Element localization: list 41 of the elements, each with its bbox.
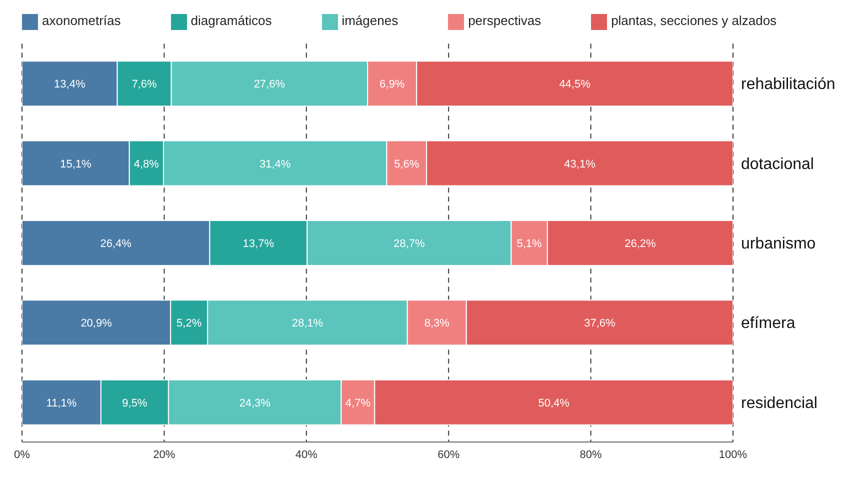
data-label: 28,1% [292,318,324,330]
data-label: 4,8% [134,158,160,170]
y-tick-label: urbanismo [741,235,816,252]
legend-label: plantas, secciones y alzados [611,13,777,28]
legend-label: imágenes [342,13,398,28]
data-label: 8,3% [424,318,450,330]
data-label: 28,7% [394,238,425,250]
x-tick-label: 0% [14,448,30,461]
data-label: 5,6% [394,158,420,170]
data-label: 13,4% [54,78,86,91]
data-label: 7,6% [132,78,158,91]
data-label: 31,4% [260,158,291,170]
x-tick-label: 20% [153,448,176,461]
data-label: 37,6% [584,318,616,330]
data-label: 27,6% [254,78,286,91]
x-tick-label: 60% [438,448,460,461]
data-label: 5,2% [176,318,202,330]
y-tick-label: dotacional [741,156,814,173]
y-tick-label: efímera [741,315,796,332]
data-label: 13,7% [242,238,274,250]
data-label: 50,4% [538,397,570,410]
data-label: 15,1% [60,158,92,170]
data-label: 26,4% [100,238,132,250]
data-label: 44,5% [559,78,591,91]
data-label: 11,1% [46,397,77,410]
data-label: 26,2% [624,238,656,250]
y-tick-label: residencial [741,394,818,412]
data-label: 20,9% [80,318,112,330]
data-label: 4,7% [345,397,371,410]
data-label: 6,9% [380,78,405,91]
data-label: 43,1% [564,158,596,170]
y-tick-label: rehabilitación [741,76,836,94]
legend-label: perspectivas [468,13,542,28]
x-tick-label: 100% [718,448,748,461]
legend-label: axonometrías [42,13,121,28]
x-tick-label: 80% [580,448,602,461]
data-label: 24,3% [239,397,271,410]
data-label: 9,5% [122,397,148,410]
x-tick-label: 40% [295,448,318,461]
data-label: 5,1% [516,238,542,250]
legend-label: diagramáticos [190,13,272,28]
